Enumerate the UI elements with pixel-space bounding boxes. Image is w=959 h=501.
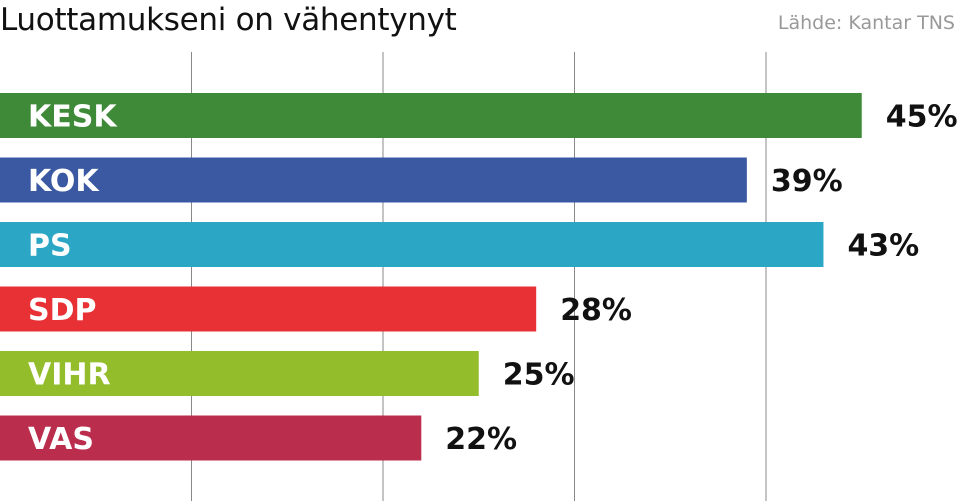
category-label-kesk: KESK: [28, 100, 118, 135]
value-label-ps: 43%: [847, 229, 919, 264]
bar-sdp: [0, 286, 537, 332]
value-label-vihr: 25%: [503, 358, 575, 393]
category-label-kok: KOK: [28, 164, 100, 199]
value-label-vas: 22%: [445, 422, 517, 457]
bar-kok: [0, 157, 747, 203]
source-note: Lähde: Kantar TNS: [777, 12, 955, 34]
value-label-kesk: 45%: [886, 100, 958, 135]
category-label-sdp: SDP: [28, 293, 97, 328]
bar-ps: [0, 222, 824, 267]
category-label-vas: VAS: [28, 422, 94, 457]
bar-vas: [0, 415, 422, 461]
chart-title: Luottamukseni on vähentynyt: [0, 2, 457, 38]
category-label-vihr: VIHR: [28, 358, 111, 393]
bar-kesk: [0, 93, 862, 138]
value-label-kok: 39%: [771, 164, 843, 199]
bar-vihr: [0, 351, 479, 396]
value-label-sdp: 28%: [560, 293, 632, 328]
category-label-ps: PS: [28, 229, 72, 264]
